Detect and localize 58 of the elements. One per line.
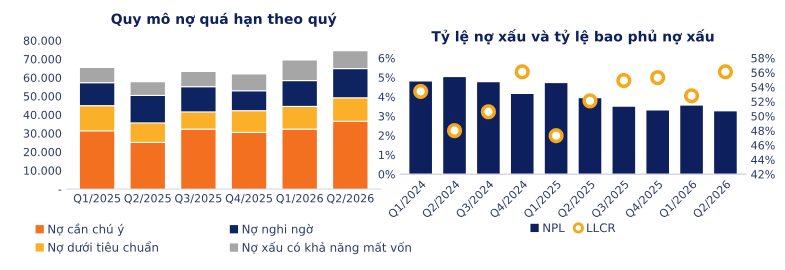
y-tick-label: 70.000 (24, 55, 62, 64)
x-tick-label: Q2/2025 (124, 194, 171, 204)
point (650, 70, 666, 86)
y2-tick-label: 54% (751, 83, 775, 92)
y-tick-label: 3% (378, 112, 395, 120)
legend-label: Nợ cần chú ý (48, 223, 124, 236)
x-tick-label: Q1/2026 (276, 194, 323, 204)
y2-tick-label: 52% (751, 98, 775, 106)
y2-tick-label: 42% (751, 170, 775, 179)
point (446, 123, 462, 138)
y-tick-label: 50.000 (24, 92, 62, 101)
point (480, 104, 496, 120)
chart-title: Quy mô nợ quá hạn theo quý (111, 12, 336, 27)
bar (578, 97, 602, 174)
y-tick-label: 6% (378, 54, 395, 62)
legend-label: Nợ xấu có khả năng mất vốn (242, 242, 411, 254)
point (514, 64, 530, 80)
legend-label: LLCR (587, 223, 616, 232)
bar (510, 92, 535, 174)
y-tick-label: 4% (378, 92, 395, 102)
point (413, 84, 428, 99)
legend-label: NPL (543, 223, 565, 232)
y-tick-label: 1% (379, 150, 395, 160)
bar (442, 76, 467, 174)
bar (713, 110, 738, 174)
y2-tick-label: 50% (751, 112, 775, 120)
y-tick-label: - (58, 190, 62, 191)
y-tick-label: 20.000 (24, 148, 62, 156)
y2-tick-label: 44% (751, 156, 775, 164)
legend-label: Nợ nghi ngờ (242, 224, 313, 236)
bar (544, 82, 569, 174)
y-tick-label: 5% (378, 73, 395, 82)
y2-tick-label: 58% (751, 54, 775, 62)
x-tick-label: Q4/2025 (226, 194, 272, 204)
y-tick-label: 10.000 (24, 166, 62, 175)
point (582, 93, 598, 108)
bar (645, 109, 670, 174)
y2-tick-label: 46% (751, 141, 775, 150)
bar (408, 80, 434, 174)
legend-label: Nợ dưới tiêu chuẩn (48, 241, 158, 254)
point (548, 128, 564, 144)
point (616, 73, 632, 88)
bar (611, 106, 636, 174)
x-tick-label: Q2/2026 (327, 194, 374, 204)
bar (476, 81, 501, 174)
x-tick-label: Q1/2025 (74, 194, 120, 204)
y2-tick-label: 48% (751, 126, 775, 135)
y2-tick-label: 56% (751, 68, 775, 77)
point (684, 88, 700, 104)
point (718, 64, 733, 80)
y-tick-label: 40.000 (24, 110, 62, 120)
y-tick-label: 60.000 (24, 74, 62, 82)
x-tick-label: Q3/2025 (175, 194, 222, 204)
y-tick-label: 2% (378, 131, 395, 140)
y-tick-label: 0% (378, 170, 395, 179)
y-tick-label: 80.000 (24, 36, 62, 45)
chart-title: Tỷ lệ nợ xấu và tỷ lệ bao phủ nợ xấu (432, 29, 714, 44)
y-tick-label: 30.000 (24, 129, 62, 138)
